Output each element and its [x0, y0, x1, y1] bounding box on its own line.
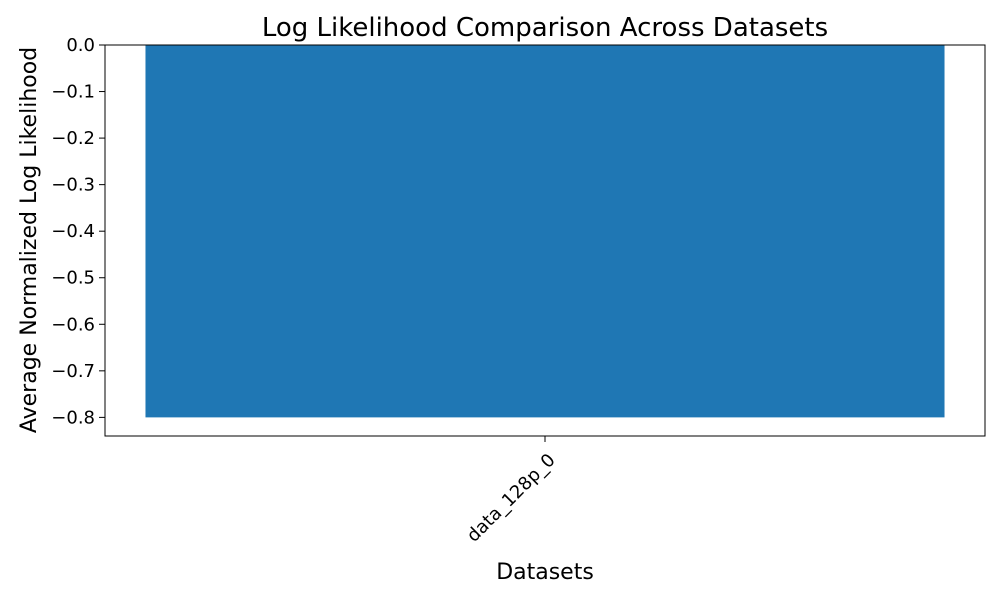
y-tick-label: −0.1	[51, 82, 95, 103]
y-tick-label: −0.2	[51, 128, 95, 149]
chart-title: Log Likelihood Comparison Across Dataset…	[262, 13, 828, 43]
y-axis: 0.0 −0.1 −0.2 −0.3 −0.4 −0.5 −0.6 −0.7 −0.8	[51, 35, 105, 428]
bar-data_128p_0	[145, 45, 945, 418]
y-tick-label: −0.8	[51, 407, 95, 428]
y-tick-label: −0.6	[51, 314, 95, 335]
y-tick-label: −0.4	[51, 221, 95, 242]
y-tick-label: −0.3	[51, 175, 95, 196]
plot-area	[145, 45, 945, 418]
y-tick-label: 0.0	[66, 35, 95, 56]
y-tick-label: −0.5	[51, 268, 95, 289]
y-tick-label: −0.7	[51, 361, 95, 382]
x-axis-label: Datasets	[496, 560, 594, 585]
y-axis-label: Average Normalized Log Likelihood	[17, 47, 42, 433]
